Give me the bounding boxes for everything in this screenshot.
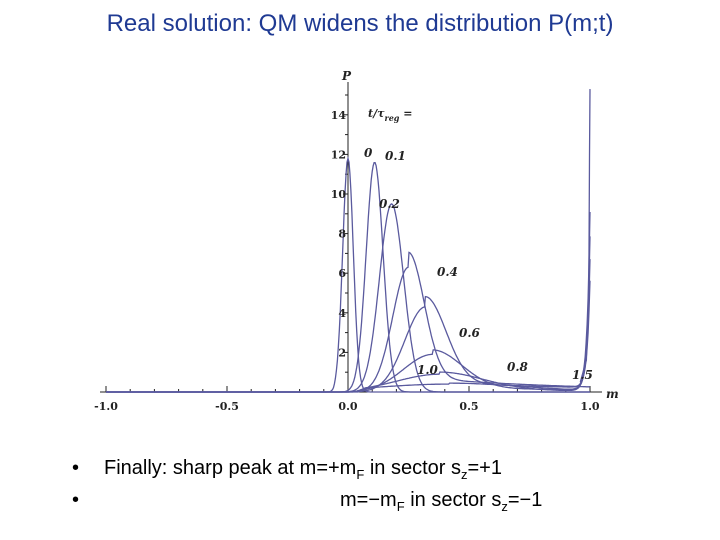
y-tick-label: 6 bbox=[338, 267, 346, 280]
bullet-list: • Finally: sharp peak at m=+mF in sector… bbox=[72, 452, 692, 516]
series-label-0-1: 0.1 bbox=[385, 149, 406, 163]
bullet-dot: • bbox=[72, 489, 80, 511]
y-tick-label: 10 bbox=[331, 188, 347, 201]
y-tick-label: 4 bbox=[338, 307, 346, 320]
y-tick-label: 12 bbox=[331, 148, 346, 161]
series-label-0-6: 0.6 bbox=[459, 326, 481, 340]
x-tick-label: -0.5 bbox=[215, 400, 239, 413]
bullet-item-1: • Finally: sharp peak at m=+mF in sector… bbox=[72, 452, 692, 484]
distribution-chart: -1.0 -0.5 0.0 0.5 1.0 2 4 6 8 10 12 14 Pm t/τreg = 0 0.… bbox=[94, 69, 619, 413]
series-label-1-0: 1.0 bbox=[417, 363, 439, 377]
chart-axes bbox=[100, 82, 602, 393]
x-tick-label: 0.5 bbox=[459, 400, 478, 413]
y-tick-label: 8 bbox=[338, 228, 346, 241]
series-label-0: 0 bbox=[364, 146, 373, 160]
slide-title: Real solution: QM widens the distributio… bbox=[106, 10, 614, 37]
series-label-0-4: 0.4 bbox=[437, 265, 458, 279]
chart-curves bbox=[106, 89, 591, 393]
series-label-0-2: 0.2 bbox=[379, 197, 400, 211]
x-axis-label: m bbox=[606, 387, 619, 401]
legend-title: t/τreg = bbox=[368, 107, 412, 123]
x-tick-label: 1.0 bbox=[580, 400, 599, 413]
series-label-1-5: 1.5 bbox=[572, 368, 593, 382]
x-tick-label: -1.0 bbox=[94, 400, 118, 413]
series-line-1-5 bbox=[106, 211, 591, 393]
bullet-text-2: m=−mF in sector sz=−1 bbox=[340, 489, 543, 514]
chart-labels: -1.0 -0.5 0.0 0.5 1.0 2 4 6 8 10 12 14 Pm t/τreg = 0 0.… bbox=[94, 69, 619, 413]
y-tick-label: 14 bbox=[331, 109, 347, 122]
edge-spike-line bbox=[579, 89, 591, 383]
y-tick-label: 2 bbox=[338, 346, 346, 359]
y-axis-label: P bbox=[341, 69, 352, 83]
bullet-dot: • bbox=[72, 457, 80, 479]
bullet-item-2: • m=−mF in sector sz=−1 bbox=[72, 484, 692, 516]
x-tick-label: 0.0 bbox=[338, 400, 357, 413]
series-label-0-8: 0.8 bbox=[507, 360, 529, 374]
bullet-text-1: Finally: sharp peak at m=+mF in sector s… bbox=[104, 457, 502, 482]
